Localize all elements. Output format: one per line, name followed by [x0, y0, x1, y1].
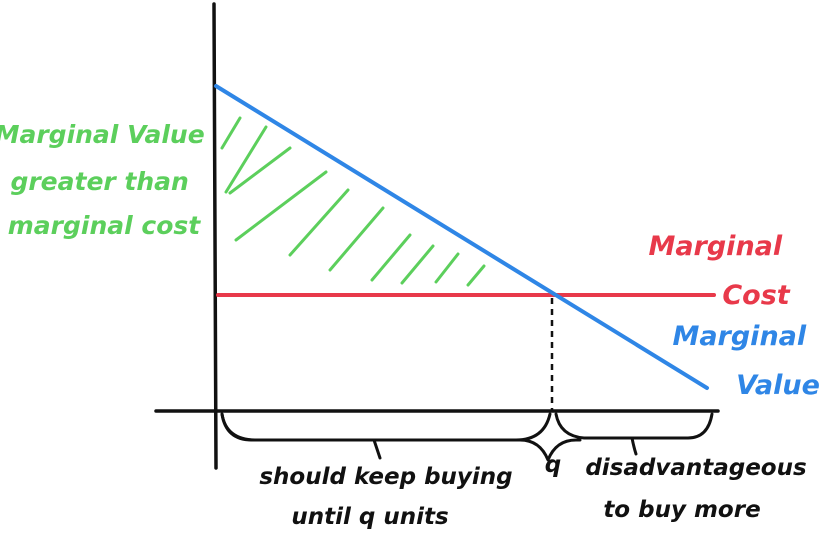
- right-brace-tip: [630, 436, 638, 456]
- y-axis: [212, 2, 218, 470]
- left-brace: [220, 412, 582, 462]
- marginal-cost-label: Marginal Cost: [648, 231, 791, 311]
- left-brace-main: [220, 412, 552, 442]
- disadvantageous-label: disadvantageous to buy more: [585, 455, 814, 523]
- right-brace: [554, 412, 714, 440]
- quantity-label: q: [545, 452, 561, 478]
- marginal-value-label: Marginal Value: [672, 321, 819, 401]
- surplus-label: Marginal Value greater than marginal cos…: [0, 120, 213, 240]
- surplus-hatching: [220, 116, 486, 287]
- keep-buying-label: should keep buying until q units: [259, 464, 520, 530]
- marginal-value-line: [214, 84, 709, 390]
- left-brace-tip: [372, 438, 382, 460]
